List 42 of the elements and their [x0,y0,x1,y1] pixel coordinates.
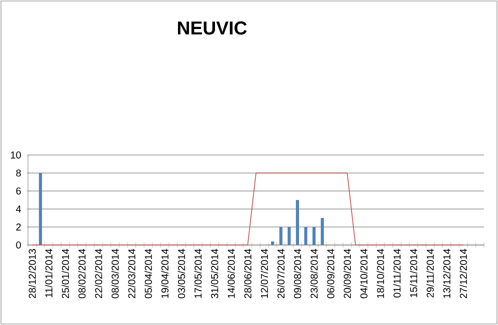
x-tick-label: 17/05/2014 [194,248,202,298]
x-tick-label: 28/12/2013 [28,249,36,298]
bar [288,227,291,246]
x-tick-label: 06/09/2014 [326,248,334,298]
y-tick-label: 0 [16,241,21,249]
x-tick-label: 22/03/2014 [128,248,136,298]
bar [296,200,299,246]
x-tick-label: 01/11/2014 [393,248,401,298]
x-tick-label: 28/06/2014 [244,248,252,298]
x-tick-label: 14/06/2014 [227,248,235,298]
y-tick-label: 2 [16,224,21,230]
bar [279,227,282,246]
y-tick-label: 6 [16,187,21,195]
bar [312,227,316,246]
bar [320,218,324,246]
x-tick-label: 08/02/2014 [78,248,86,298]
x-tick-label: 22/02/2014 [94,248,102,298]
x-tick-label: 15/11/2014 [410,248,418,298]
chart-title: NEUVIC [178,21,247,35]
x-tick-label: 09/08/2014 [294,248,302,298]
y-tick-label: 4 [16,206,21,212]
x-tick-label: 20/09/2014 [344,248,351,298]
x-tick-label: 31/05/2014 [210,248,218,298]
x-tick-label: 29/11/2014 [426,248,434,298]
x-tick-label: 13/12/2014 [443,248,450,298]
y-tick-label: 8 [16,169,21,177]
x-tick-label: 05/04/2014 [144,248,152,298]
x-tick-label: 11/01/2014 [45,248,52,298]
x-tick-label: 03/05/2014 [178,248,186,298]
y-tick-label: 10 [10,151,21,159]
x-tick-label: 25/01/2014 [62,248,69,298]
x-tick-label: 04/10/2014 [360,248,368,298]
bar [271,241,274,246]
bar [304,227,308,246]
x-tick-label: 08/03/2014 [111,248,119,298]
x-tick-label: 23/08/2014 [310,248,318,298]
x-tick-label: 19/04/2014 [161,248,168,298]
bar [38,173,42,246]
x-tick-label: 26/07/2014 [277,248,285,298]
x-tick-label: 18/10/2014 [376,248,384,298]
x-tick-label: 27/12/2014 [460,248,467,298]
x-tick-label: 12/07/2014 [260,248,268,298]
